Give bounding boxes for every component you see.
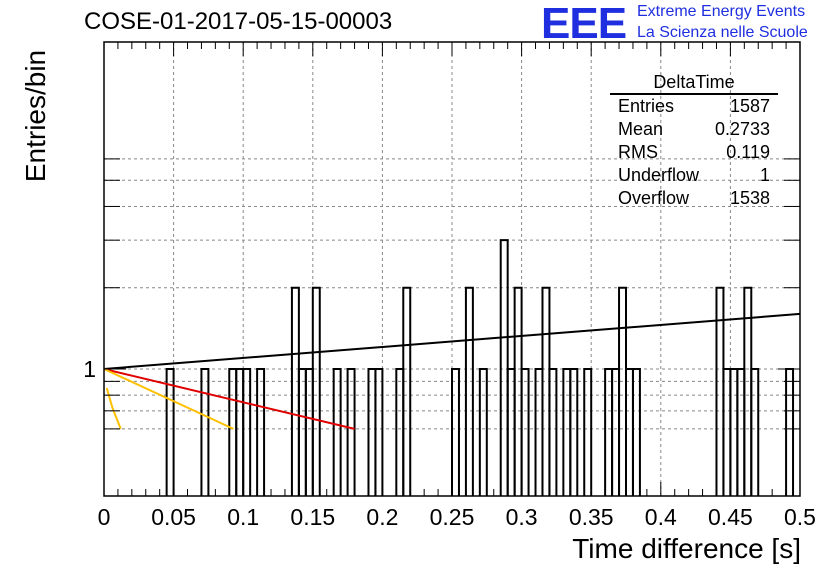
histogram-bin xyxy=(569,368,579,496)
histogram-bin xyxy=(715,286,725,496)
histogram-bin xyxy=(729,368,739,496)
fit-curve xyxy=(103,368,234,430)
histogram-bin xyxy=(618,286,627,496)
histogram-bin xyxy=(200,368,210,496)
histogram-bin xyxy=(228,368,238,496)
y-axis-label: Entries/bin xyxy=(20,49,51,183)
histogram-bin xyxy=(304,368,314,496)
histogram-bin xyxy=(541,286,551,496)
stats-row: Underflow 1 xyxy=(610,164,778,187)
x-tick-label: 0.35 xyxy=(569,504,614,530)
histogram-bin xyxy=(332,368,342,496)
stats-label: RMS xyxy=(618,142,658,162)
y-tick-label: 1 xyxy=(83,356,96,382)
stats-row: Entries 1587 xyxy=(610,95,778,118)
histogram-bin xyxy=(311,286,321,496)
histogram-bin xyxy=(235,368,245,496)
x-tick-label: 0.4 xyxy=(645,504,677,530)
x-tick-label: 0.15 xyxy=(290,504,335,530)
x-tick-label: 0.3 xyxy=(506,504,538,530)
tick-labels: 0 0.05 0.1 0.15 0.2 0.25 0.3 0.35 0.4 0.45 0.5 1 xyxy=(83,356,816,530)
x-tick-label: 0.25 xyxy=(430,504,475,530)
x-tick-label: 0.1 xyxy=(227,504,259,530)
histogram-bin xyxy=(451,368,460,496)
histogram-bin xyxy=(297,368,307,496)
histogram-bin xyxy=(402,286,412,496)
axes xyxy=(103,41,801,497)
stats-value: 0.2733 xyxy=(714,119,770,139)
histogram-bin xyxy=(548,368,558,496)
plot-frame xyxy=(103,41,801,497)
x-tick-label: 0.5 xyxy=(784,504,816,530)
stats-label: Entries xyxy=(618,96,675,116)
stats-value: 0.119 xyxy=(726,142,770,162)
histogram-bin xyxy=(374,368,384,496)
histogram xyxy=(165,239,795,496)
histogram-bin xyxy=(346,368,356,496)
fit-curve xyxy=(103,368,355,430)
logo-line-2: La Scienza nelle Scuole xyxy=(637,24,808,41)
eee-logo: EEE xyxy=(541,0,627,48)
stats-label: Overflow xyxy=(618,188,690,208)
x-tick-label: 0.2 xyxy=(366,504,398,530)
histogram-bin xyxy=(506,368,516,496)
histogram-bin xyxy=(513,286,523,496)
stats-title: DeltaTime xyxy=(610,72,778,95)
stats-value: 1 xyxy=(759,165,770,185)
histogram-bin xyxy=(785,368,795,496)
x-tick-label: 0.05 xyxy=(151,504,196,530)
stats-row: Mean 0.2733 xyxy=(610,118,778,141)
stats-box: DeltaTime Entries 1587 Mean 0.2733 RMS 0.11… xyxy=(610,72,778,210)
stats-value: 1587 xyxy=(729,96,770,116)
histogram-bin xyxy=(499,239,509,496)
stats-row: Overflow 1538 xyxy=(610,187,778,210)
histogram-bin xyxy=(242,368,252,496)
histogram-bin xyxy=(478,368,488,496)
x-tick-label: 0.45 xyxy=(708,504,753,530)
histogram-bin xyxy=(611,368,621,496)
histogram-bin xyxy=(604,368,614,496)
stats-row: RMS 0.119 xyxy=(610,141,778,164)
histogram-bin xyxy=(256,368,266,496)
stats-label: Mean xyxy=(618,119,664,139)
fit-curves xyxy=(103,312,801,430)
histogram-bin xyxy=(722,368,732,496)
histogram-bin xyxy=(736,368,746,496)
chart-title: COSE-01-2017-05-15-00003 xyxy=(84,8,393,35)
histogram-bin xyxy=(625,368,634,496)
histogram-bin xyxy=(395,368,405,496)
histogram-bin xyxy=(520,368,530,496)
x-axis-label: Time difference [s] xyxy=(572,533,801,564)
stats-value: 1538 xyxy=(729,188,770,208)
fit-curve xyxy=(105,387,122,430)
histogram-bin xyxy=(290,286,300,496)
histogram-bin xyxy=(464,286,474,496)
logo-line-1: Extreme Energy Events xyxy=(637,3,806,20)
histogram-bin xyxy=(534,368,544,496)
histogram-bin xyxy=(165,368,175,496)
stats-label: Underflow xyxy=(618,165,700,185)
histogram-bin xyxy=(583,368,593,496)
histogram-bin xyxy=(562,368,572,496)
x-tick-label: 0 xyxy=(98,504,111,530)
histogram-bin xyxy=(750,368,760,496)
histogram-bin xyxy=(367,368,377,496)
histogram-bin xyxy=(631,368,641,496)
fit-curve xyxy=(103,312,801,370)
